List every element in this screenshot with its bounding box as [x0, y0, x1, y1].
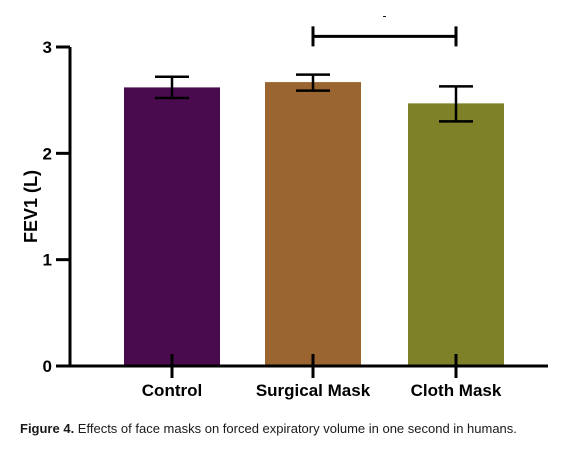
x-tick-label: Surgical Mask	[256, 381, 371, 400]
bar-control	[124, 87, 220, 366]
figure-caption: Figure 4. Effects of face masks on force…	[20, 421, 565, 436]
bar-cloth-mask	[408, 103, 504, 367]
x-tick-label: Cloth Mask	[411, 381, 502, 400]
x-tick-label: Control	[142, 381, 202, 400]
y-tick-label: 2	[43, 144, 52, 163]
labels-group: 0 1 2 3 Control Surgical Mask Cloth Mask FEV1 (…	[21, 38, 502, 400]
axes-group	[56, 45, 548, 378]
y-axis-label: FEV1 (L)	[21, 170, 41, 243]
bar-chart: 0 1 2 3 Control Surgical Mask Cloth Mask FEV1 (…	[21, 8, 548, 400]
y-tick-label: 1	[43, 251, 52, 270]
bar-surgical-mask	[265, 82, 361, 366]
bracket-label: -	[383, 8, 387, 22]
bars-group	[124, 73, 504, 367]
caption-label: Figure 4.	[20, 421, 75, 436]
comparison-bracket: -	[311, 8, 458, 47]
y-tick-label: 3	[43, 38, 52, 57]
chart-svg: 0 1 2 3 Control Surgical Mask Cloth Mask FEV1 (…	[21, 8, 548, 400]
y-tick-label: 0	[43, 357, 52, 376]
caption-text: Effects of face masks on forced expirato…	[74, 421, 517, 436]
